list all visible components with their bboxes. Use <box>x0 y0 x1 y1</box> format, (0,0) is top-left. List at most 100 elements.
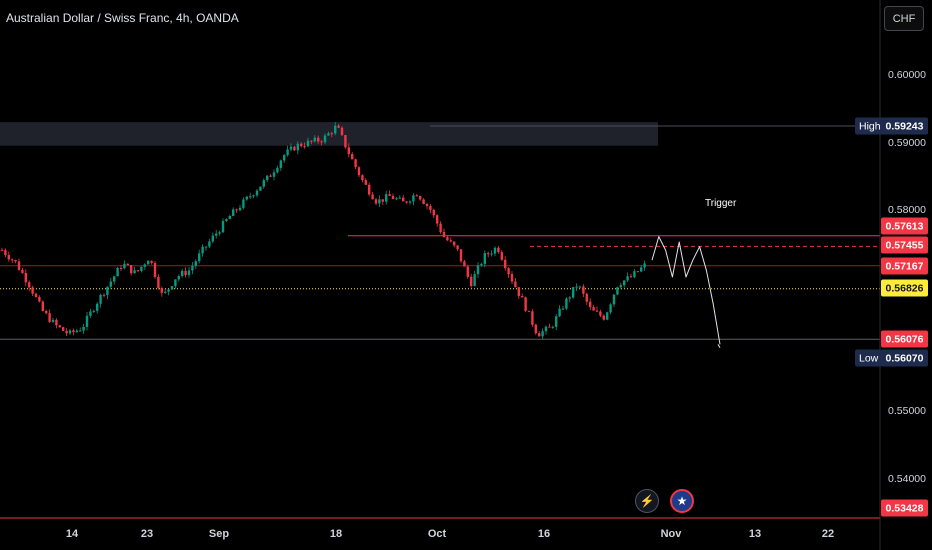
candle-body <box>24 273 27 283</box>
candle-body <box>640 267 643 272</box>
candle-body <box>41 301 44 312</box>
candle-body <box>102 294 106 296</box>
candle-body <box>119 267 123 269</box>
candle-body <box>187 270 191 276</box>
y-tick-label: 0.55000 <box>888 405 926 417</box>
candle-body <box>75 330 78 333</box>
candle-body <box>232 209 235 216</box>
price-tag-support: 0.56076 <box>881 330 928 348</box>
candle-body <box>504 259 507 269</box>
price-tag-resistance: 0.57613 <box>881 217 928 235</box>
candle-body <box>568 297 571 299</box>
candle-body <box>143 264 146 267</box>
candle-body <box>429 206 432 210</box>
candle-body <box>599 311 602 316</box>
candle-body <box>541 331 544 337</box>
candle-body <box>266 175 269 181</box>
x-tick-label: Nov <box>660 528 682 540</box>
candle-body <box>432 209 435 216</box>
x-tick-label: Oct <box>427 528 447 540</box>
candle-body <box>204 246 208 248</box>
candle-body <box>374 199 378 204</box>
candle-body <box>402 197 405 202</box>
x-tick-label: 23 <box>140 528 154 540</box>
candle-body <box>38 296 41 302</box>
candle-body <box>48 313 51 323</box>
candle-body <box>616 287 619 295</box>
candle-body <box>130 265 133 274</box>
candle-body <box>34 293 38 297</box>
currency-button[interactable]: CHF <box>884 6 924 31</box>
candle-body <box>538 333 541 337</box>
candle-body <box>303 146 306 148</box>
y-tick-label: 0.60000 <box>888 69 926 81</box>
candle-body <box>85 315 89 327</box>
price-tag-dashed: 0.57455 <box>881 236 928 254</box>
australia-flag-icon[interactable]: ★ <box>670 489 694 513</box>
candles-layer <box>0 121 646 340</box>
x-tick-label: 18 <box>329 528 343 540</box>
y-tick-label: 0.59000 <box>888 137 926 149</box>
candle-body <box>31 287 34 294</box>
candle-body <box>323 135 327 143</box>
high-label: High <box>855 117 885 135</box>
candle-body <box>555 316 558 327</box>
candle-body <box>531 311 534 325</box>
candle-body <box>626 276 629 281</box>
price-levels-layer <box>0 125 880 340</box>
candle-body <box>378 199 381 204</box>
candle-body <box>113 276 116 282</box>
candle-body <box>408 201 412 203</box>
candle-body <box>245 196 248 200</box>
candle-body <box>293 146 296 151</box>
candle-body <box>582 286 585 294</box>
candle-body <box>306 140 310 147</box>
candle-body <box>514 281 517 288</box>
candle-body <box>283 155 286 161</box>
candle-body <box>58 325 61 328</box>
candle-body <box>476 265 480 275</box>
candle-body <box>497 247 500 253</box>
candle-body <box>147 260 150 265</box>
candle-body <box>643 263 646 268</box>
candle-body <box>357 167 361 176</box>
candle-body <box>235 209 238 211</box>
candle-body <box>459 249 463 262</box>
candle-body <box>347 147 350 155</box>
candle-body <box>7 255 10 260</box>
lightning-icon[interactable]: ⚡ <box>635 489 659 513</box>
candle-body <box>415 195 418 197</box>
x-tick-label: Sep <box>208 528 230 540</box>
projection-path <box>651 236 721 345</box>
candle-body <box>449 240 452 242</box>
candle-body <box>259 186 262 191</box>
candle-body <box>194 261 197 267</box>
candle-body <box>62 327 65 331</box>
candle-body <box>228 215 231 220</box>
candle-body <box>225 219 228 222</box>
candle-body <box>470 276 473 287</box>
symbol-title: Australian Dollar / Swiss Franc, 4h, OAN… <box>6 11 239 25</box>
candle-body <box>181 270 184 277</box>
candle-body <box>272 172 276 177</box>
high-price-tag: 0.59243 <box>881 117 928 135</box>
candle-body <box>136 270 140 272</box>
candle-body <box>517 287 520 296</box>
candle-body <box>92 310 95 312</box>
x-tick-label: 22 <box>821 528 835 540</box>
candle-body <box>106 286 109 296</box>
candle-body <box>371 194 374 200</box>
candle-body <box>334 125 337 134</box>
candle-body <box>364 180 367 185</box>
candle-body <box>157 277 160 289</box>
candle-body <box>534 324 537 334</box>
candle-body <box>289 146 293 150</box>
candle-body <box>381 199 384 202</box>
candle-body <box>636 271 639 273</box>
candle-body <box>286 149 289 156</box>
candle-body <box>249 196 252 198</box>
candle-body <box>177 276 180 280</box>
candle-body <box>252 195 255 197</box>
candle-body <box>446 237 449 241</box>
